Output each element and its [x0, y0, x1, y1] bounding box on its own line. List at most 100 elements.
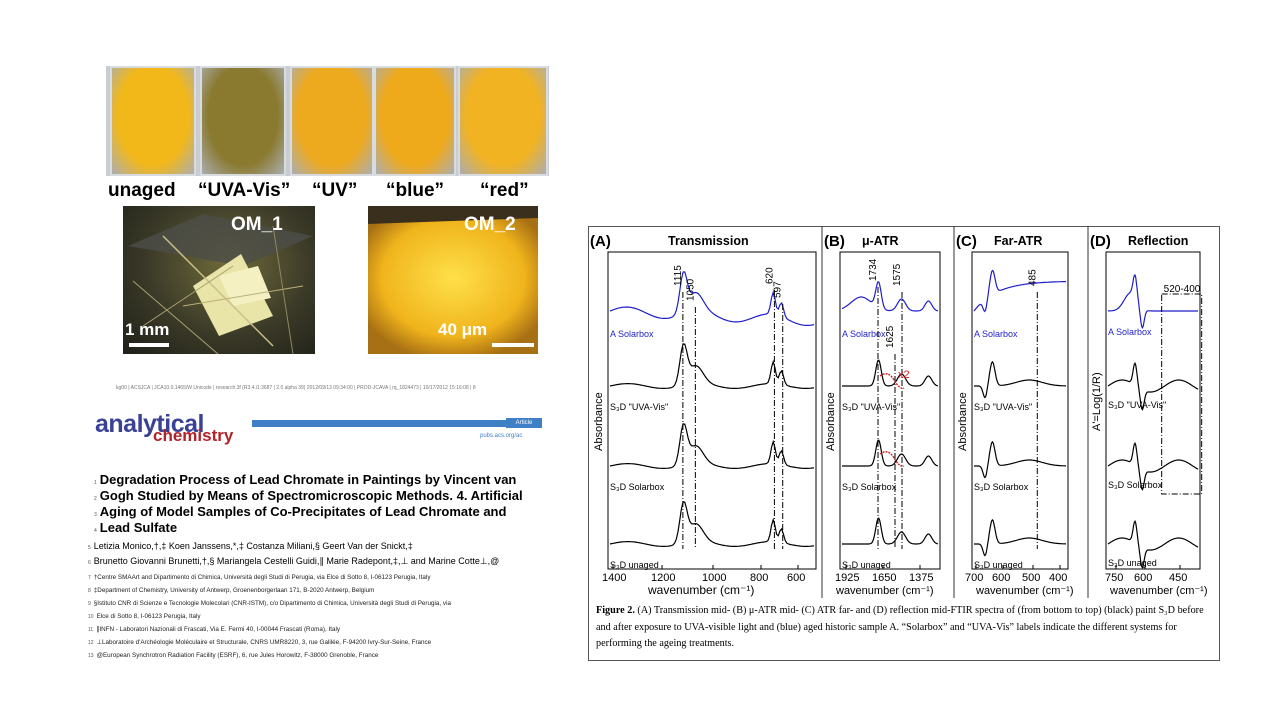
- spectrum-trace: [609, 343, 815, 389]
- y-axis-label: Absorbance: [593, 392, 605, 451]
- om1-scale-label: 1 mm: [125, 320, 170, 339]
- sample-label-red: “red”: [480, 180, 529, 201]
- spectrum-trace: [609, 423, 815, 469]
- peak-label: 485: [1027, 269, 1038, 286]
- trace-label: S₃D Solarbox: [974, 482, 1029, 492]
- spectrum-trace: [1107, 274, 1198, 329]
- trace-label: S₃D unaged: [610, 560, 659, 570]
- sample-swatch-uva-vis: [200, 66, 286, 176]
- panel-title: Far-ATR: [994, 234, 1042, 248]
- spectrum-trace: [609, 501, 815, 547]
- affiliation-line-text: Elce di Sotto 8, I-06123 Perugia, Italy: [96, 613, 201, 620]
- affiliation-line: 7 †Centre SMAArt and Dipartimento di Chim…: [88, 574, 430, 581]
- affiliation-line-text: ‡Department of Chemistry, University of …: [93, 587, 375, 594]
- title-line: 3 Aging of Model Samples of Co-Precipitat…: [94, 504, 506, 519]
- affiliation-line: 12 ⊥Laboratoire d'Archéologie Moléculaire…: [88, 639, 431, 646]
- spectrum-trace: [842, 517, 939, 545]
- title-line-text: Lead Sulfate: [99, 520, 178, 535]
- trace-label: S₃D "UVA-Vis": [974, 402, 1032, 412]
- sample-label-uv: “UV”: [312, 180, 358, 201]
- peak-label: 1115: [673, 265, 684, 286]
- trace-label: S₃D Solarbox: [1108, 480, 1163, 490]
- om2-paint-image: [368, 206, 538, 354]
- peak-label: 1575: [892, 263, 903, 286]
- x-axis-label: wavenumber (cm⁻¹): [835, 585, 934, 597]
- peak-label: 620: [764, 267, 775, 284]
- highlight-curve: [879, 373, 905, 390]
- author-line: 6 Brunetto Giovanni Brunetti,†,§ Mariange…: [88, 556, 499, 567]
- x-tick-label: 1000: [702, 572, 726, 584]
- optical-micrograph-om2: OM_2 40 μm: [368, 206, 538, 354]
- figure-2-frame: [588, 226, 1220, 661]
- author-line-text: Brunetto Giovanni Brunetti,†,§ Mariangel…: [93, 556, 500, 566]
- affiliation-line-text: ∥INFN - Laboratori Nazionali di Frascati…: [96, 626, 340, 633]
- trace-label: S₃D "UVA-Vis": [1108, 400, 1166, 410]
- author-line-number: 6: [88, 560, 91, 566]
- om2-scale-label: 40 μm: [438, 320, 488, 339]
- peak-label: 1050: [685, 278, 696, 301]
- highlight-curve: [879, 451, 905, 468]
- x-axis-label: wavenumber (cm⁻¹): [647, 583, 754, 597]
- x-tick-label: 800: [750, 572, 768, 584]
- author-line: 5 Letizia Monico,†,‡ Koen Janssens,*,‡ Co…: [88, 541, 413, 551]
- panel-title: Reflection: [1128, 234, 1188, 248]
- x-tick-label: 400: [1049, 572, 1067, 584]
- trace-label: S₃D "UVA-Vis": [842, 402, 900, 412]
- trace-label: S₃D "UVA-Vis": [610, 402, 668, 412]
- y-axis-label: Absorbance: [957, 392, 969, 451]
- peak-label: 520-400: [1164, 284, 1201, 295]
- sample-swatch-blue: [374, 66, 456, 176]
- x-tick-label: 1200: [651, 572, 675, 584]
- panel-letter: (B): [824, 233, 845, 250]
- panel-letter: (C): [956, 233, 977, 250]
- x-tick-label: 600: [787, 572, 805, 584]
- affiliation-line-number: 12: [88, 640, 94, 646]
- sample-photo-strip: [106, 66, 549, 176]
- peak-label: 1734: [868, 258, 879, 281]
- spectrum-trace: [974, 360, 1066, 399]
- multiplier-label: x2: [898, 369, 910, 381]
- plot-area: [971, 251, 1069, 570]
- x-tick-label: 450: [1169, 572, 1187, 584]
- title-line-number: 3: [94, 512, 97, 518]
- affiliation-line: 8 ‡Department of Chemistry, University of…: [88, 587, 374, 594]
- trace-label: S₃D Solarbox: [610, 482, 665, 492]
- plot-area: [607, 251, 817, 570]
- panel-title: Transmission: [668, 234, 749, 248]
- spectrum-trace: [842, 439, 939, 467]
- panel-letter: (D): [1090, 233, 1111, 250]
- peak-label: 597: [773, 281, 784, 298]
- trace-label: A Solarbox: [610, 329, 654, 339]
- om2-title: OM_2: [464, 214, 516, 235]
- trace-label: S₃D Solarbox: [842, 482, 897, 492]
- affiliation-line-number: 9: [88, 601, 91, 607]
- affiliation-line-number: 8: [88, 588, 91, 594]
- affiliation-line: 10 Elce di Sotto 8, I-06123 Perugia, Ital…: [88, 613, 201, 620]
- journal-logo-analytical: analytical: [95, 410, 204, 438]
- spectrum-trace: [842, 359, 939, 387]
- x-axis-label: wavenumber (cm⁻¹): [1109, 585, 1208, 597]
- title-line: 1 Degradation Process of Lead Chromate in…: [94, 472, 516, 487]
- manuscript-header-line: kg00 | ACSJCA | JCA10.0.1465/W Unicode |…: [116, 385, 476, 391]
- affiliation-line: 13 @European Synchrotron Radiation Facili…: [88, 652, 378, 659]
- spectrum-trace: [1107, 519, 1199, 569]
- x-tick-label: 1650: [872, 572, 896, 584]
- x-tick-label: 600: [1134, 572, 1152, 584]
- panel-letter: (A): [590, 233, 611, 250]
- affiliation-line: 11 ∥INFN - Laboratori Nazionali di Frasca…: [88, 626, 340, 633]
- y-axis-label: A'=Log(1/R): [1091, 372, 1103, 431]
- sample-swatch-unaged: [110, 66, 196, 176]
- x-tick-label: 600: [992, 572, 1010, 584]
- affiliation-line-text: §Istituto CNR di Scienze e Tecnologie Mo…: [93, 600, 451, 607]
- sample-label-uva-vis: “UVA-Vis”: [198, 180, 291, 201]
- trace-label: A Solarbox: [1108, 327, 1152, 337]
- affiliation-line-number: 7: [88, 575, 91, 581]
- spectrum-trace: [1107, 361, 1199, 411]
- affiliation-line-number: 11: [88, 627, 94, 633]
- x-tick-label: 500: [1022, 572, 1040, 584]
- affiliation-line-text: †Centre SMAArt and Dipartimento di Chimi…: [93, 574, 431, 581]
- title-line-text: Degradation Process of Lead Chromate in …: [99, 472, 517, 487]
- title-line: 4 Lead Sulfate: [94, 520, 177, 535]
- plot-area: [839, 251, 941, 570]
- om1-crystal-image: [128, 214, 313, 354]
